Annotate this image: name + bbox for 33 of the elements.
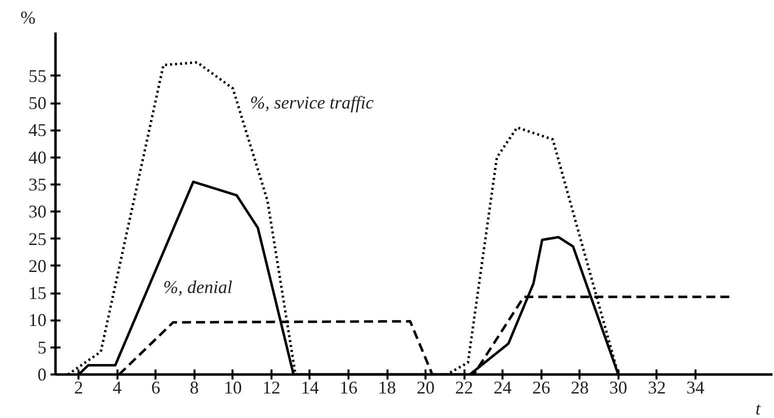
x-axis-title: t	[756, 398, 762, 418]
y-tick-label: 50	[28, 93, 46, 114]
x-tick-label: 28	[570, 378, 589, 398]
x-tick-label: 10	[224, 378, 242, 398]
x-tick-label: 24	[494, 378, 512, 398]
y-tick-label: 55	[28, 66, 46, 86]
x-tick-label: 14	[300, 378, 319, 398]
x-tick-label: 20	[416, 378, 435, 398]
y-tick-label: 20	[28, 256, 46, 276]
y-tick-label: 25	[28, 228, 46, 249]
y-tick-label: 15	[28, 283, 46, 304]
x-tick-label: 32	[648, 378, 666, 398]
x-tick-label: 34	[686, 378, 704, 398]
y-tick-label: 35	[28, 174, 46, 194]
x-tick-label: 6	[151, 378, 160, 398]
y-axis-title: %	[20, 8, 36, 28]
x-tick-label: 22	[455, 378, 474, 398]
x-tick-label: 8	[190, 378, 199, 398]
y-tick-label: 45	[28, 120, 46, 140]
x-tick-label: 18	[378, 378, 396, 398]
series-label: %, denial	[163, 276, 232, 297]
y-tick-label: 10	[28, 310, 46, 330]
y-tick-label: 5	[38, 337, 46, 358]
y-tick-label: 30	[28, 202, 46, 222]
x-tick-label: 12	[262, 378, 280, 398]
x-tick-label: 26	[532, 378, 550, 398]
y-tick-label: 0	[38, 364, 46, 384]
y-tick-label: 40	[28, 147, 46, 168]
x-tick-label: 30	[609, 378, 628, 398]
x-tick-label: 4	[112, 378, 122, 398]
x-tick-label: 2	[74, 378, 84, 398]
series-label: %, service traffic	[250, 92, 374, 112]
x-tick-label: 16	[339, 378, 358, 398]
